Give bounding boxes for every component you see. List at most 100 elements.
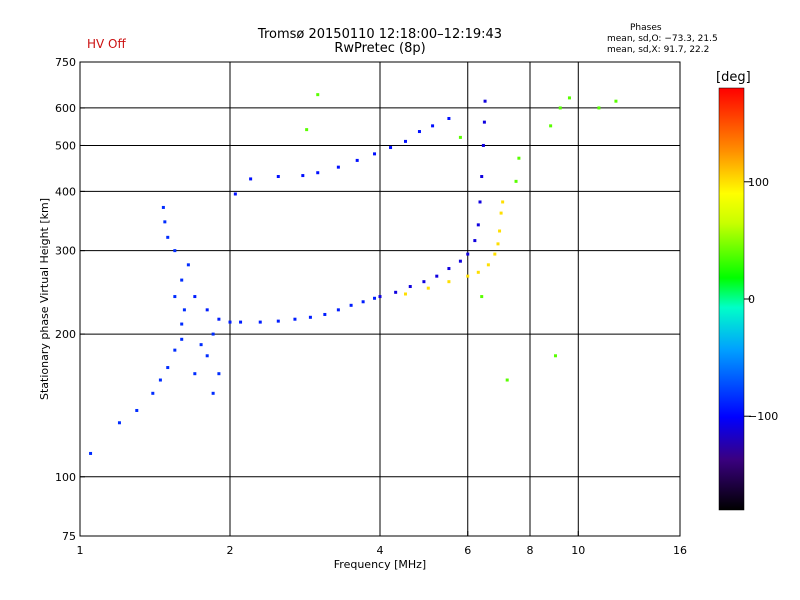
data-point: [501, 200, 505, 204]
x-tick-label: 1: [77, 544, 84, 557]
data-point: [517, 156, 521, 160]
colorbar-unit-label: [deg]: [716, 70, 751, 85]
data-point: [426, 286, 430, 290]
data-point: [193, 372, 197, 376]
data-point: [180, 322, 184, 326]
data-point: [89, 451, 93, 455]
data-point: [435, 274, 439, 278]
data-point: [239, 320, 243, 324]
data-point: [199, 343, 203, 347]
colorbar-tick-label: 100: [748, 176, 769, 189]
data-point: [447, 267, 451, 271]
data-point: [614, 99, 618, 103]
data-point: [505, 378, 509, 382]
phases-title: Phases: [630, 23, 662, 33]
data-point: [480, 175, 484, 179]
data-point: [482, 120, 486, 124]
data-point: [480, 295, 484, 299]
data-point: [431, 124, 435, 128]
data-point: [417, 130, 421, 134]
y-tick-label: 200: [55, 328, 76, 341]
data-point: [161, 205, 165, 209]
data-point: [486, 263, 490, 267]
hv-status-label: HV Off: [87, 37, 126, 51]
data-point: [166, 235, 170, 239]
x-tick-label: 8: [527, 544, 534, 557]
data-point: [336, 308, 340, 312]
data-point: [466, 252, 470, 256]
y-axis-ticks: 75 100 200 300 400 500 600 750: [55, 56, 85, 543]
data-point: [476, 270, 480, 274]
data-point: [549, 124, 553, 128]
y-tick-label: 100: [55, 471, 76, 484]
data-point: [301, 174, 305, 178]
data-point: [389, 146, 393, 150]
colorbar-tick-label: −100: [748, 410, 778, 423]
data-point: [316, 93, 320, 97]
x-axis-label: Frequency [MHz]: [334, 558, 426, 571]
data-point: [258, 320, 262, 324]
colorbar-ticks: 100 0 −100: [744, 176, 778, 423]
data-point: [151, 391, 155, 395]
data-point: [228, 320, 232, 324]
data-point: [493, 252, 497, 256]
data-point: [276, 175, 280, 179]
data-point: [408, 285, 412, 289]
data-point: [308, 315, 312, 319]
data-point: [466, 274, 470, 278]
y-tick-label: 300: [55, 245, 76, 258]
data-point: [499, 211, 503, 215]
x-tick-label: 2: [227, 544, 234, 557]
data-point: [355, 158, 359, 162]
data-point: [336, 165, 340, 169]
data-point: [514, 179, 518, 183]
data-point: [158, 378, 162, 382]
data-point: [205, 354, 209, 358]
y-tick-label: 75: [62, 530, 76, 543]
data-point: [481, 143, 485, 147]
data-point: [553, 354, 557, 358]
y-tick-label: 600: [55, 102, 76, 115]
y-tick-label: 750: [55, 56, 76, 69]
data-point: [373, 152, 377, 156]
chart-subtitle: RwPretec (8p): [334, 41, 426, 56]
data-point: [186, 263, 190, 267]
data-point: [373, 296, 377, 300]
data-point: [458, 135, 462, 139]
y-tick-label: 500: [55, 139, 76, 152]
data-point: [305, 128, 309, 132]
data-point: [378, 295, 382, 299]
x-tick-label: 10: [571, 544, 585, 557]
data-point: [211, 332, 215, 336]
data-point: [180, 337, 184, 341]
data-point: [447, 116, 451, 120]
phases-o-stats: mean, sd,O: −73.3, 21.5: [607, 34, 718, 44]
x-tick-label: 4: [377, 544, 384, 557]
data-point: [217, 317, 221, 321]
data-point: [173, 295, 177, 299]
data-point: [217, 372, 221, 376]
x-tick-label: 6: [464, 544, 471, 557]
data-point: [163, 220, 167, 224]
data-point: [403, 292, 407, 296]
data-point: [422, 280, 426, 284]
data-point: [349, 303, 353, 307]
chart-title: Tromsø 20150110 12:18:00–12:19:43: [257, 27, 503, 42]
phases-x-stats: mean, sd,X: 91.7, 22.2: [607, 45, 710, 55]
data-point: [173, 249, 177, 253]
data-point: [558, 106, 562, 110]
data-point: [567, 96, 571, 100]
x-axis-ticks: 1 2 4 6 8 10 16: [77, 531, 687, 557]
data-point: [323, 312, 327, 316]
data-point: [135, 408, 139, 412]
data-point: [597, 106, 601, 110]
data-point: [249, 177, 253, 181]
data-points: [89, 93, 618, 455]
data-point: [173, 348, 177, 352]
colorbar-tick-label: 0: [748, 293, 755, 306]
colorbar: [718, 87, 745, 511]
data-point: [211, 391, 215, 395]
data-point: [233, 192, 237, 196]
data-point: [316, 171, 320, 175]
